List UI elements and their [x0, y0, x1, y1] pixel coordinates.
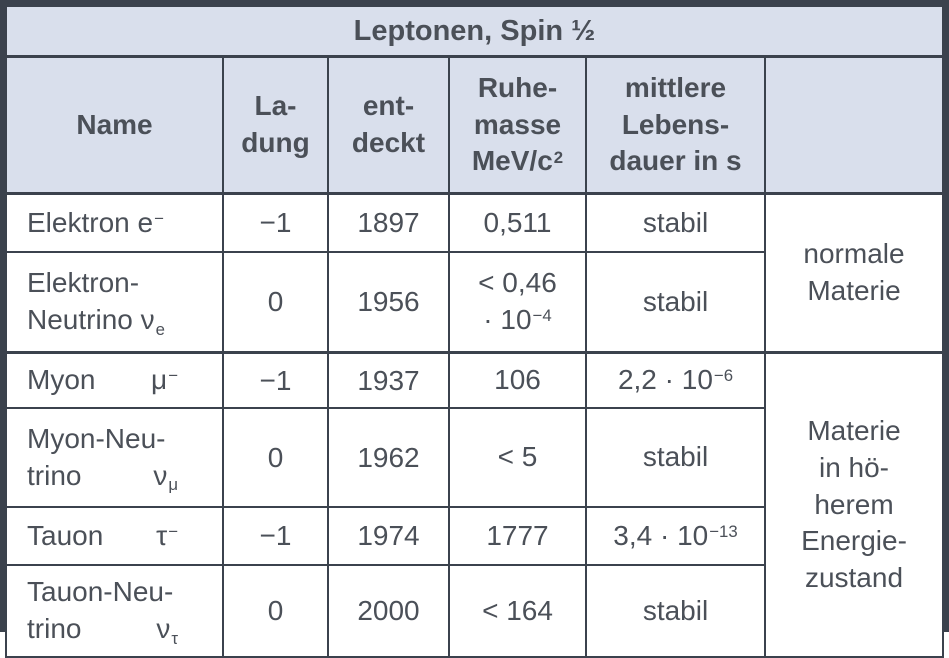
- table-row: Myon-Neu-trino ν μ 0 1962 < 5 stabil: [5, 407, 943, 508]
- table-row: Myon μ − −1 1937 106 2,2 · 10 −6 Materie in hö-he…: [5, 351, 944, 658]
- cell-mass: 1777: [448, 506, 587, 566]
- cell-name: Myon μ −: [5, 351, 224, 409]
- cell-lifetime: 3,4 · 10 −13: [585, 506, 766, 566]
- cell-name: Myon-Neu-trino ν μ: [5, 407, 224, 508]
- cell-mass: < 0,46 · 10 −4: [448, 251, 587, 354]
- cell-discovered: 1937: [327, 351, 450, 409]
- cell-discovered: 2000: [327, 564, 450, 658]
- cell-charge: −1: [222, 506, 329, 566]
- cell-charge: 0: [222, 564, 329, 658]
- cell-charge: 0: [222, 407, 329, 508]
- lepton-table: Leptonen, Spin ½ Name La-dung ent-deckt …: [5, 5, 944, 658]
- title-row: Leptonen, Spin ½: [5, 5, 944, 58]
- table-row: Elektron e − −1 1897 0,511 stabil normale Mater…: [5, 192, 944, 354]
- table-body: Elektron e − −1 1897 0,511 stabil normale Mater…: [5, 192, 944, 658]
- cell-charge: −1: [222, 192, 329, 253]
- cell-lifetime: stabil: [585, 192, 766, 253]
- cell-discovered: 1956: [327, 251, 450, 354]
- cell-lifetime: stabil: [585, 251, 766, 354]
- cell-discovered: 1962: [327, 407, 450, 508]
- col-header-charge: La-dung: [222, 55, 329, 195]
- cell-discovered: 1897: [327, 192, 450, 253]
- cell-name: Elektron e −: [5, 192, 224, 253]
- cell-name: Tauon-Neu-trino ν τ: [5, 564, 224, 658]
- cell-lifetime: stabil: [585, 564, 766, 658]
- column-header-row: Name La-dung ent-deckt Ruhe-masse MeV/c 2 …: [5, 55, 944, 195]
- table-title: Leptonen, Spin ½: [5, 5, 944, 58]
- cell-charge: −1: [222, 351, 329, 409]
- table-row: Tauon τ − −1 1974 1777 3,4 · 10 −13: [5, 506, 943, 566]
- col-header-discovered: ent-deckt: [327, 55, 450, 195]
- cell-matter-group: normale Materie: [764, 192, 944, 354]
- col-header-name: Name: [5, 55, 224, 195]
- cell-mass: 106: [448, 351, 587, 409]
- cell-lifetime: stabil: [585, 407, 766, 508]
- col-header-matter: [764, 55, 944, 195]
- cell-mass: < 164: [448, 564, 587, 658]
- col-header-lifetime: mittlere Lebens-dauer in s: [585, 55, 766, 195]
- cell-discovered: 1974: [327, 506, 450, 566]
- table-row: Elektron- Neutrino ν e 0 1956 < 0,46 · 10 −4 sta…: [5, 251, 943, 354]
- cell-mass: 0,511: [448, 192, 587, 253]
- cell-matter-group: Materie in hö-herem Energie-zustand: [764, 351, 944, 658]
- cell-lifetime: 2,2 · 10 −6: [585, 351, 766, 409]
- cell-name: Tauon τ −: [5, 506, 224, 566]
- cell-mass: < 5: [448, 407, 587, 508]
- cell-charge: 0: [222, 251, 329, 354]
- col-header-mass: Ruhe-masse MeV/c 2: [448, 55, 587, 195]
